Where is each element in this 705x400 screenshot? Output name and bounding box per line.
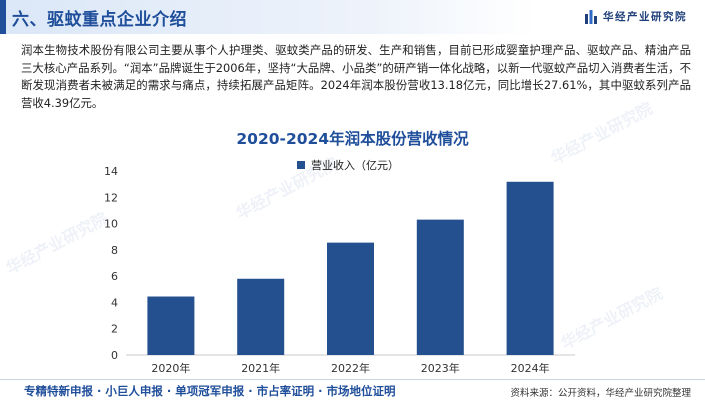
x-tick-label: 2023年 — [421, 361, 460, 375]
revenue-bar — [416, 219, 464, 355]
revenue-bar — [147, 296, 195, 355]
footer-source: 资料来源：公开资料，华经产业研究院整理 — [510, 388, 691, 399]
y-tick-label: 10 — [104, 218, 118, 231]
header-background — [0, 0, 535, 34]
y-tick-label: 0 — [111, 349, 118, 362]
revenue-bar — [237, 278, 285, 355]
section-title: 六、驱蚊重点企业介绍 — [12, 10, 187, 30]
y-tick-label: 12 — [104, 191, 118, 204]
chart-legend: 营业收入（亿元） — [297, 157, 399, 173]
x-tick-label: 2020年 — [151, 361, 190, 375]
brand-name: 华经产业研究院 — [603, 11, 687, 23]
y-tick-label: 4 — [111, 296, 118, 309]
x-tick-label: 2021年 — [241, 361, 280, 375]
brand: 华经产业研究院 — [585, 9, 687, 24]
brand-logo-icon — [585, 9, 597, 24]
x-tick-label: 2022年 — [331, 361, 370, 375]
revenue-bar — [327, 242, 374, 355]
legend-label: 营业收入（亿元） — [311, 159, 399, 172]
y-tick-label: 6 — [111, 270, 118, 283]
footer-divider — [0, 379, 705, 380]
section-header: 六、驱蚊重点企业介绍 华经产业研究院 — [0, 0, 705, 34]
y-tick-label: 8 — [111, 244, 118, 257]
y-tick-label: 2 — [111, 323, 118, 336]
legend-swatch — [297, 161, 305, 169]
company-intro-paragraph: 润本生物技术股份有限公司主要从事个人护理类、驱蚊类产品的研发、生产和销售，目前已… — [21, 43, 691, 110]
chart-title: 2020-2024年润本股份营收情况 — [236, 130, 469, 148]
header-accent-bar — [0, 0, 6, 34]
revenue-bar — [506, 181, 554, 355]
y-tick-label: 14 — [104, 165, 118, 178]
footer-services: 专精特新申报 · 小巨人申报 · 单项冠军申报 · 市占率证明 · 市场地位证明 — [24, 384, 396, 398]
x-tick-label: 2024年 — [511, 361, 550, 375]
